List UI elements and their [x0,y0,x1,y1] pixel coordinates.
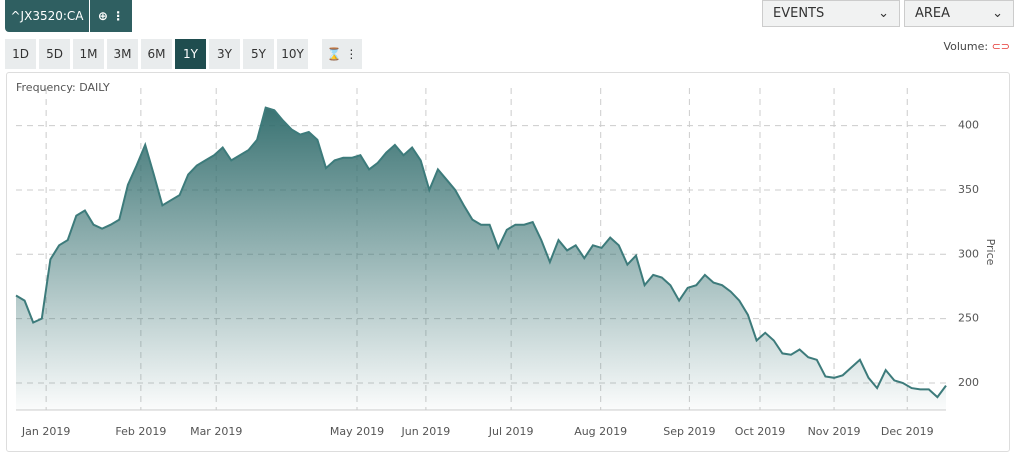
period-button[interactable]: 5Y [243,39,274,69]
x-tick-label: Oct 2019 [735,425,786,438]
events-dropdown[interactable]: EVENTS ⌄ [762,0,900,27]
x-tick-label: Jun 2019 [401,425,451,438]
style-label: AREA [915,6,951,21]
chart-frame [6,72,1010,452]
y-tick-label: 400 [958,119,979,132]
x-tick-label: Sep 2019 [663,425,715,438]
line [15,106,947,399]
period-button[interactable]: 3M [107,39,138,69]
y-tick-label: 200 [958,376,979,389]
area [16,107,946,410]
chevron: ⌄ [992,6,1003,21]
y-tick-label: 350 [958,183,979,196]
period-button[interactable]: 5D [39,39,70,69]
x-tick-label: May 2019 [330,425,384,438]
y-tick-label: 300 [958,247,979,260]
style-dropdown[interactable]: AREA ⌄ [904,0,1014,27]
period-button[interactable]: 1M [73,39,104,69]
add-button[interactable]: ⊕ ⋮ [90,0,132,32]
symbol-button[interactable]: ^JX3520:CA [5,0,89,32]
y-tick-label: 250 [958,312,979,325]
x-tick-label: Dec 2019 [881,425,934,438]
x-tick-label: Feb 2019 [115,425,166,438]
y-axis-label: Price [984,239,997,266]
period-button[interactable]: 6M [141,39,172,69]
range-button[interactable]: ⌛ ⋮ [322,39,362,69]
period-button[interactable]: 1D [5,39,36,69]
volume-toggle[interactable]: Volume: ⊂⊃ [943,40,1010,53]
events-label: EVENTS [773,6,825,21]
x-tick-label: Jan 2019 [21,425,70,438]
period-button[interactable]: 10Y [277,39,308,69]
period-button[interactable]: 3Y [209,39,240,69]
period-button[interactable]: 1Y [175,39,206,69]
frequency-label: Frequency: DAILY [16,81,110,94]
x-tick-label: Nov 2019 [808,425,861,438]
toggle-icon: ⊂⊃ [991,40,1010,53]
x-tick-label: Mar 2019 [190,425,242,438]
volume-label: Volume: [943,40,989,53]
x-tick-label: Aug 2019 [574,425,627,438]
x-tick-label: Jul 2019 [488,425,534,438]
chevron: ⌄ [878,6,889,21]
